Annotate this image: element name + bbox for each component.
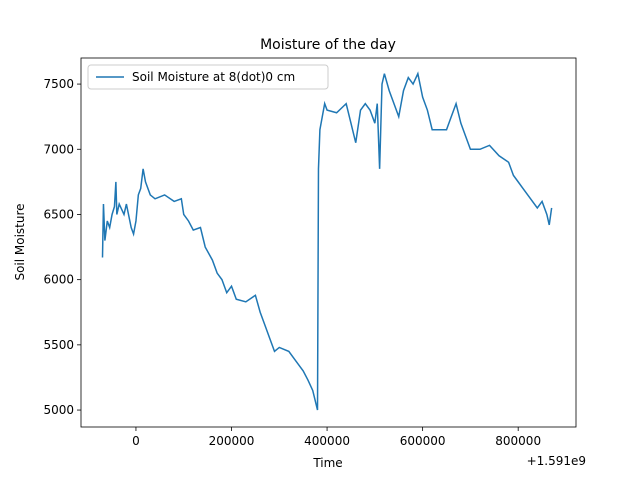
chart-title: Moisture of the day <box>260 37 396 53</box>
legend-label: Soil Moisture at 8(dot)0 cm <box>132 70 295 84</box>
data-line <box>101 71 553 411</box>
x-tick-label: 0 <box>132 434 140 448</box>
x-tick-label: 600000 <box>400 434 446 448</box>
legend-box <box>87 64 329 90</box>
y-tick-label: 5500 <box>43 338 74 352</box>
x-tick-label: 200000 <box>209 434 255 448</box>
y-tick-label: 6500 <box>43 207 74 221</box>
y-axis-label: Soil Moisture <box>13 203 27 280</box>
y-tick-label: 5000 <box>43 403 74 417</box>
y-tick-label: 7500 <box>43 77 74 91</box>
x-axis-label: Time <box>312 456 342 470</box>
x-tick-label: 800000 <box>495 434 541 448</box>
plot-frame <box>80 57 577 428</box>
x-tick-label: 400000 <box>304 434 350 448</box>
x-offset-label: +1.591e9 <box>527 454 586 468</box>
y-tick-label: 7000 <box>43 142 74 156</box>
y-tick-label: 6000 <box>43 273 74 287</box>
